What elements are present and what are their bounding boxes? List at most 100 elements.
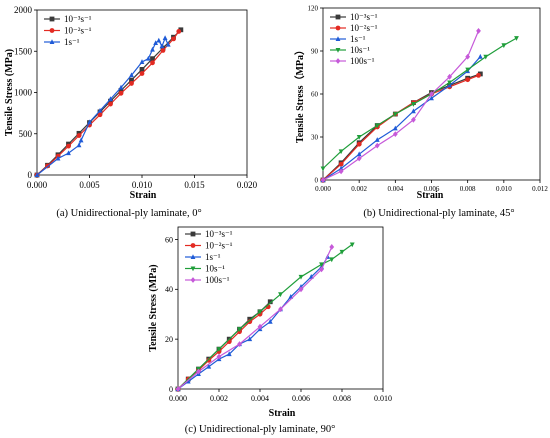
data-point bbox=[476, 72, 481, 78]
data-point bbox=[150, 46, 155, 52]
data-point bbox=[320, 166, 326, 172]
chart-caption: (b) Unidirectional-ply laminate, 45° bbox=[363, 208, 514, 219]
x-tick-label: 0.002 bbox=[351, 185, 367, 193]
legend-marker bbox=[49, 28, 55, 33]
data-point bbox=[76, 142, 82, 148]
data-point bbox=[411, 102, 416, 107]
data-point bbox=[196, 368, 201, 375]
data-point bbox=[226, 351, 232, 357]
legend-marker bbox=[190, 243, 196, 248]
y-tick-label: 90 bbox=[311, 47, 319, 55]
data-point bbox=[338, 149, 344, 155]
x-tick-label: 0.012 bbox=[532, 185, 548, 193]
data-point bbox=[139, 71, 145, 76]
chart-caption: (c) Unidirectional-ply laminate, 90° bbox=[185, 424, 336, 435]
data-point bbox=[97, 112, 103, 118]
x-tick-label: 0.000 bbox=[27, 180, 48, 190]
data-point bbox=[465, 77, 471, 83]
plot-frame bbox=[177, 226, 384, 390]
data-point bbox=[165, 41, 171, 47]
y-tick-label: 30 bbox=[311, 133, 319, 141]
data-point bbox=[392, 125, 398, 131]
y-tick-label: 0 bbox=[28, 170, 33, 180]
series-line bbox=[322, 56, 481, 181]
series-4 bbox=[320, 28, 481, 183]
data-point bbox=[118, 90, 124, 96]
data-point bbox=[501, 43, 507, 49]
x-tick-label: 0.004 bbox=[251, 394, 269, 403]
data-point bbox=[374, 137, 380, 142]
series-line bbox=[322, 37, 517, 169]
legend-label: 10s⁻¹ bbox=[350, 45, 370, 55]
data-point bbox=[411, 116, 416, 123]
data-point bbox=[392, 131, 398, 138]
y-tick-label: 1000 bbox=[14, 88, 33, 98]
data-point bbox=[339, 249, 345, 255]
data-point bbox=[267, 299, 273, 305]
y-tick-label: 60 bbox=[311, 90, 319, 98]
chart-panel-1: 0.000 0.002 0.004 0.006 0.008 0.010 0.012 0 30 60… bbox=[293, 4, 548, 219]
data-point bbox=[319, 262, 324, 268]
series-4 bbox=[175, 244, 335, 392]
legend: 10⁻³s⁻¹ 10⁻²s⁻¹1s⁻¹ bbox=[44, 14, 92, 47]
data-point bbox=[338, 165, 344, 171]
data-point bbox=[374, 142, 380, 149]
y-axis-label: Tensile Stress (MPa) bbox=[148, 264, 159, 351]
data-point bbox=[176, 29, 182, 34]
data-point bbox=[159, 43, 165, 49]
data-point bbox=[76, 133, 82, 138]
data-point bbox=[129, 72, 134, 78]
y-tick-label: 1500 bbox=[14, 46, 33, 56]
series-1 bbox=[34, 29, 182, 178]
y-tick-label: 0 bbox=[169, 385, 173, 394]
x-axis-label: Strain bbox=[269, 408, 296, 419]
data-point bbox=[392, 112, 398, 117]
y-tick-label: 2000 bbox=[14, 5, 33, 15]
x-tick-label: 0.006 bbox=[424, 185, 440, 193]
legend-marker bbox=[49, 16, 55, 22]
x-tick-label: 0.005 bbox=[79, 180, 100, 190]
legend-label: 10⁻³s⁻¹ bbox=[64, 14, 92, 24]
data-point bbox=[338, 168, 344, 175]
data-point bbox=[153, 40, 159, 45]
x-tick-label: 0.006 bbox=[292, 394, 310, 403]
data-point bbox=[278, 306, 283, 313]
data-point bbox=[129, 77, 134, 83]
data-point bbox=[329, 244, 335, 250]
legend-marker bbox=[190, 277, 196, 283]
legend-label: 1s⁻¹ bbox=[64, 37, 80, 47]
data-point bbox=[206, 363, 212, 369]
data-point bbox=[34, 172, 40, 177]
data-point bbox=[429, 95, 434, 101]
data-point bbox=[298, 274, 304, 280]
x-tick-label: 0.010 bbox=[374, 394, 392, 403]
data-point bbox=[108, 101, 113, 107]
data-point bbox=[237, 327, 242, 332]
data-point bbox=[139, 67, 145, 72]
data-point bbox=[374, 123, 380, 129]
series-3 bbox=[320, 36, 519, 172]
data-point bbox=[78, 137, 84, 143]
x-tick-label: 0.010 bbox=[132, 180, 153, 190]
data-point bbox=[477, 53, 483, 59]
x-axis-label: Strain bbox=[130, 190, 157, 201]
data-point bbox=[338, 161, 344, 167]
legend-marker bbox=[335, 36, 341, 41]
data-point bbox=[356, 141, 362, 147]
data-point bbox=[55, 155, 61, 161]
x-tick-label: 0.000 bbox=[315, 185, 331, 193]
legend-label: 10⁻³s⁻¹ bbox=[205, 229, 233, 239]
data-point bbox=[356, 155, 362, 162]
data-point bbox=[162, 35, 168, 41]
y-tick-label: 40 bbox=[165, 285, 173, 294]
data-point bbox=[278, 292, 283, 298]
legend-marker bbox=[335, 14, 341, 20]
data-point bbox=[139, 59, 145, 64]
data-point bbox=[483, 54, 489, 60]
legend-label: 10⁻²s⁻¹ bbox=[350, 23, 378, 33]
legend-label: 1s⁻¹ bbox=[350, 34, 366, 44]
x-tick-label: 0.008 bbox=[333, 394, 351, 403]
data-point bbox=[178, 27, 184, 33]
